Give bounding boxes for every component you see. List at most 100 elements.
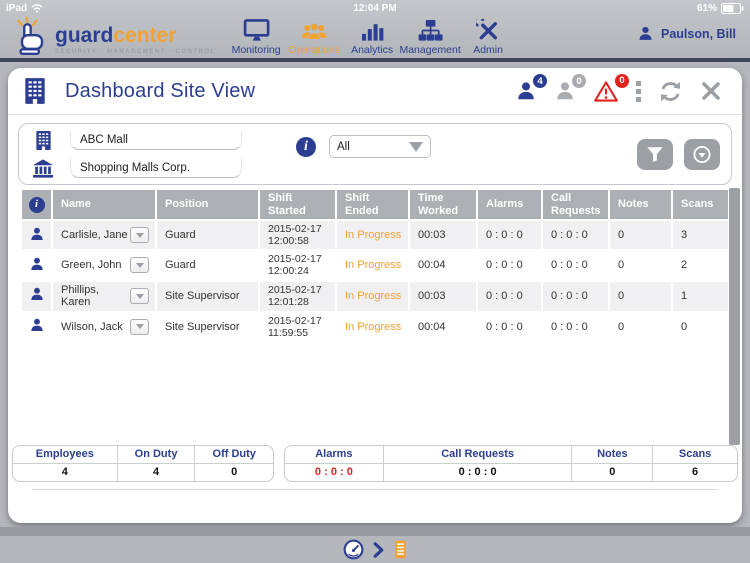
col-header-shift-ended: Shift Ended bbox=[337, 190, 410, 221]
employee-icon bbox=[29, 226, 45, 242]
activity-summary-box: Alarms Call Requests Notes Scans 0 : 0 :… bbox=[284, 445, 738, 482]
site-name-input[interactable] bbox=[70, 131, 242, 150]
info-column-icon[interactable]: i bbox=[29, 197, 45, 213]
status-filter-value: All bbox=[337, 141, 350, 153]
scans-count: 2 bbox=[673, 251, 728, 281]
monitor-icon bbox=[243, 18, 270, 42]
shift-started-time: 12:01:28 bbox=[268, 296, 331, 308]
employee-icon bbox=[29, 286, 45, 302]
nav-item-analytics[interactable]: Analytics bbox=[343, 18, 401, 56]
site-building-icon bbox=[31, 130, 55, 151]
shift-started-time: 12:00:58 bbox=[268, 235, 331, 247]
notes-count: 0 bbox=[610, 251, 673, 281]
alarms-counter[interactable]: 0 bbox=[593, 80, 619, 103]
scans-total: 6 bbox=[653, 464, 737, 482]
table-row[interactable]: Green, John Guard 2015-02-1712:00:24 In … bbox=[22, 251, 728, 281]
table-scrollbar[interactable] bbox=[729, 188, 740, 445]
table-row[interactable]: Phillips, Karen Site Supervisor 2015-02-… bbox=[22, 282, 728, 313]
call-requests-count: 0 : 0 : 0 bbox=[543, 282, 610, 313]
nav-item-operations[interactable]: Operations bbox=[285, 18, 343, 56]
alarms-count: 0 : 0 : 0 bbox=[478, 313, 543, 343]
site-breadcrumb-icon[interactable] bbox=[393, 540, 408, 559]
time-worked: 00:03 bbox=[410, 221, 478, 251]
call-requests-total: 0 : 0 : 0 bbox=[383, 464, 572, 482]
notes-count: 0 bbox=[610, 221, 673, 251]
alarms-total: 0 : 0 : 0 bbox=[285, 464, 383, 482]
row-dropdown-button[interactable] bbox=[130, 288, 149, 304]
collapse-filter-button[interactable] bbox=[684, 139, 720, 170]
main-nav: Monitoring Operations bbox=[227, 15, 517, 56]
time-worked: 00:03 bbox=[410, 282, 478, 313]
off-duty-badge: 0 bbox=[572, 74, 586, 88]
alarms-badge: 0 bbox=[615, 74, 629, 88]
table-row[interactable]: Carlisle, Jane Guard 2015-02-1712:00:58 … bbox=[22, 221, 728, 251]
people-icon bbox=[300, 18, 328, 42]
employees-total: 4 bbox=[13, 464, 117, 482]
close-icon[interactable] bbox=[700, 80, 722, 102]
employee-position: Guard bbox=[157, 251, 260, 281]
org-chart-icon bbox=[417, 18, 444, 42]
employee-position: Site Supervisor bbox=[157, 282, 260, 313]
table-header-row: i Name Position Shift Started Shift Ende… bbox=[22, 190, 728, 221]
table-row[interactable]: Wilson, Jack Site Supervisor 2015-02-171… bbox=[22, 313, 728, 343]
shift-ended-status: In Progress bbox=[337, 221, 410, 251]
summary-header: On Duty bbox=[117, 446, 195, 464]
employee-name: Wilson, Jack bbox=[61, 321, 123, 334]
user-name: Paulson, Bill bbox=[661, 27, 736, 41]
circle-chevron-down-icon bbox=[692, 145, 712, 164]
col-header-time-worked: Time Worked bbox=[410, 190, 478, 221]
nav-item-management[interactable]: Management bbox=[401, 18, 459, 56]
os-status-bar: iPad 12:04 PM 61% bbox=[0, 0, 750, 15]
off-duty-counter[interactable]: 0 bbox=[554, 80, 576, 102]
col-header-alarms: Alarms bbox=[478, 190, 543, 221]
employee-icon bbox=[29, 256, 45, 272]
dashboard-site-view-panel: Dashboard Site View 4 0 0 bbox=[8, 68, 742, 523]
filter-button[interactable] bbox=[637, 139, 673, 170]
on-duty-counter[interactable]: 4 bbox=[515, 80, 537, 102]
nav-item-admin[interactable]: Admin bbox=[459, 18, 517, 56]
time-worked: 00:04 bbox=[410, 313, 478, 343]
alarms-count: 0 : 0 : 0 bbox=[478, 251, 543, 281]
summary-header: Alarms bbox=[285, 446, 383, 464]
app-logo: guardcenter SECURITY · MANAGEMENT · CONT… bbox=[12, 16, 216, 58]
employee-icon bbox=[29, 317, 45, 333]
call-requests-count: 0 : 0 : 0 bbox=[543, 313, 610, 343]
col-header-scans: Scans bbox=[673, 190, 728, 221]
footer-shadow-strip bbox=[0, 527, 750, 536]
clock: 12:04 PM bbox=[0, 3, 750, 14]
shift-ended-status: In Progress bbox=[337, 251, 410, 281]
shift-roster-table: i Name Position Shift Started Shift Ende… bbox=[22, 190, 728, 343]
current-user[interactable]: Paulson, Bill bbox=[637, 25, 736, 42]
shift-started-time: 11:59:55 bbox=[268, 327, 331, 339]
chevron-down-icon bbox=[409, 142, 423, 152]
row-dropdown-button[interactable] bbox=[130, 257, 149, 273]
overflow-menu-icon[interactable] bbox=[636, 81, 641, 102]
user-icon bbox=[637, 25, 654, 42]
shift-started-date: 2015-02-17 bbox=[268, 284, 331, 296]
page-title: Dashboard Site View bbox=[65, 80, 255, 103]
shift-ended-status: In Progress bbox=[337, 313, 410, 343]
time-worked: 00:04 bbox=[410, 251, 478, 281]
row-dropdown-button[interactable] bbox=[130, 227, 149, 243]
summary-header: Employees bbox=[13, 446, 117, 464]
notes-total: 0 bbox=[572, 464, 653, 482]
divider bbox=[32, 489, 718, 490]
col-header-position: Position bbox=[157, 190, 260, 221]
scans-count: 0 bbox=[673, 313, 728, 343]
refresh-icon[interactable] bbox=[658, 79, 683, 104]
shift-started-date: 2015-02-17 bbox=[268, 315, 331, 327]
brand-tagline: SECURITY · MANAGEMENT · CONTROL bbox=[55, 49, 216, 55]
dashboard-gauge-icon[interactable] bbox=[343, 539, 364, 560]
shift-started-date: 2015-02-17 bbox=[268, 253, 331, 265]
nav-item-monitoring[interactable]: Monitoring bbox=[227, 18, 285, 56]
col-header-call-requests: Call Requests bbox=[543, 190, 610, 221]
breadcrumb bbox=[0, 536, 750, 563]
employee-name: Phillips, Karen bbox=[61, 284, 130, 309]
alarms-count: 0 : 0 : 0 bbox=[478, 221, 543, 251]
company-name-input[interactable] bbox=[70, 159, 242, 178]
info-icon[interactable]: i bbox=[296, 137, 316, 157]
summary-header: Call Requests bbox=[383, 446, 572, 464]
row-dropdown-button[interactable] bbox=[130, 319, 149, 335]
status-filter-select[interactable]: All bbox=[329, 135, 431, 158]
notes-count: 0 bbox=[610, 282, 673, 313]
